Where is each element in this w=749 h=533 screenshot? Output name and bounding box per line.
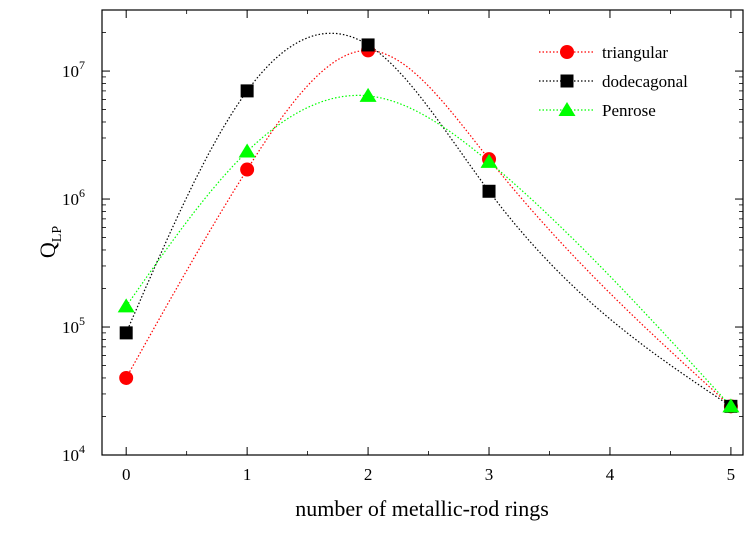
x-axis-title: number of metallic-rod rings [295,496,549,521]
curve-Penrose [125,94,732,407]
y-axis-title-sub: LP [50,226,65,243]
marker-Penrose [238,143,256,158]
x-tick-label: 4 [606,465,615,484]
legend-marker-triangular [560,45,574,59]
y-axis-title: QLP [35,226,65,258]
y-axis-title-main: Q [35,242,60,258]
marker-Penrose [117,298,135,313]
marker-Penrose [480,153,498,168]
x-tick-label: 2 [364,465,373,484]
x-tick-label: 3 [485,465,494,484]
legend-label-triangular: triangular [602,43,668,62]
marker-Penrose [359,87,377,102]
marker-dodecagonal [119,326,133,340]
y-tick-label: 104 [62,442,85,465]
marker-triangular [119,370,134,385]
y-tick-label: 107 [62,58,85,81]
y-tick-label: 105 [62,314,85,337]
x-tick-label: 5 [727,465,736,484]
plot-frame [101,9,744,456]
marker-dodecagonal [240,84,254,98]
marker-triangular [240,162,255,177]
curve-dodecagonal [125,32,732,407]
marker-Penrose [722,398,740,413]
x-tick-label: 0 [122,465,131,484]
legend-marker-Penrose [558,102,576,116]
data-markers [117,38,740,414]
legend-marker-dodecagonal [560,74,574,88]
fit-curves [125,32,732,407]
legend-label-dodecagonal: dodecagonal [602,72,688,91]
legend-label-Penrose: Penrose [602,101,656,120]
legend: triangular dodecagonal Penrose [539,43,688,120]
svg-text:QLP: QLP [35,226,65,258]
marker-dodecagonal [361,38,375,52]
y-tick-label: 106 [62,186,85,209]
marker-dodecagonal [482,184,496,198]
axis-ticks: 0 1 2 3 4 5 104 105 106 107 [62,9,743,484]
curve-triangular [125,49,732,407]
x-tick-label: 1 [243,465,252,484]
